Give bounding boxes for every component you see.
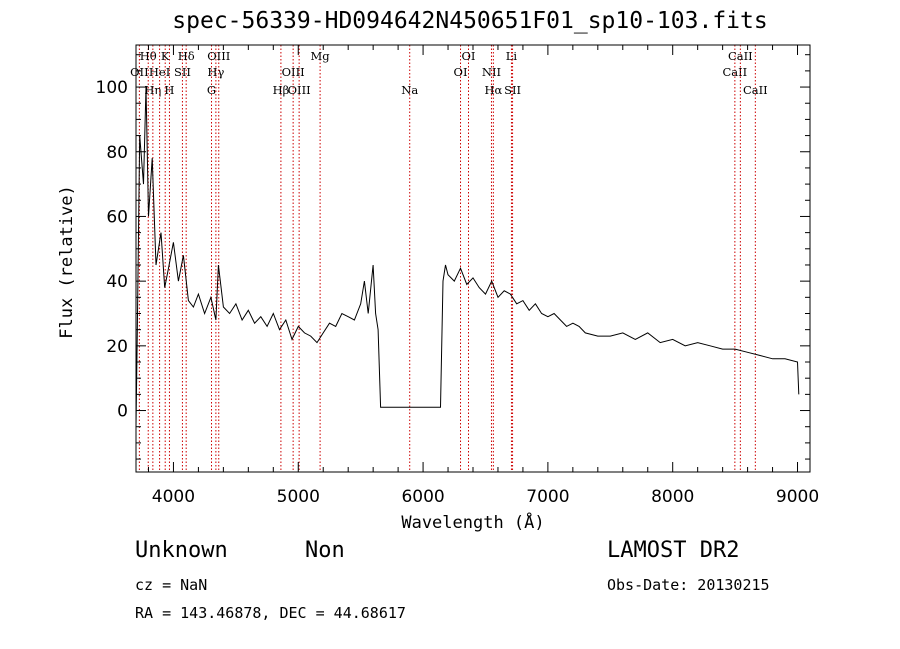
coordinates-label: RA = 143.46878, DEC = 44.68617 <box>135 604 406 622</box>
y-tick-label-3: 60 <box>106 207 128 227</box>
x-axis-ticks: 4000 5000 6000 7000 8000 9000 <box>147 45 819 507</box>
y-tick-label-2: 40 <box>106 272 128 292</box>
y-tick-label-1: 20 <box>106 337 128 357</box>
marker-label-7: Hδ <box>178 49 195 63</box>
survey-label: LAMOST DR2 <box>607 538 740 563</box>
flux-series <box>135 87 800 427</box>
marker-label-14: Mg <box>311 49 331 63</box>
marker-label-20: Li <box>506 49 518 63</box>
marker-label-15: Na <box>401 83 418 97</box>
series-line-0 <box>135 87 800 427</box>
x-tick-label-3: 7000 <box>526 487 569 507</box>
x-tick-label-1: 5000 <box>277 487 320 507</box>
x-tick-label-2: 6000 <box>401 487 444 507</box>
marker-label-10: OIII <box>207 49 230 63</box>
marker-label-21: SII <box>504 83 521 97</box>
marker-label-16: OI <box>454 65 468 79</box>
marker-label-18: NII <box>482 65 501 79</box>
y-tick-label-0: 0 <box>117 402 128 422</box>
marker-label-22: CaII <box>722 65 747 79</box>
marker-label-13: OIII <box>288 83 311 97</box>
marker-label-2: Hη <box>144 83 161 97</box>
plot-frame <box>135 44 811 473</box>
redshift-label: cz = NaN <box>135 576 208 594</box>
y-tick-label-4: 80 <box>106 143 128 163</box>
y-axis-label: Flux (relative) <box>57 185 77 339</box>
x-tick-label-4: 8000 <box>651 487 694 507</box>
x-axis-label: Wavelength (Å) <box>401 511 544 533</box>
marker-label-19: Hα <box>484 83 502 97</box>
marker-label-5: H <box>164 83 174 97</box>
y-tick-label-5: 100 <box>96 78 128 98</box>
x-tick-label-0: 4000 <box>152 487 195 507</box>
marker-label-4: K <box>161 49 170 63</box>
marker-label-8: G <box>207 83 216 97</box>
marker-label-24: CaII <box>743 83 768 97</box>
y-axis-ticks: 0 20 40 60 80 100 <box>96 54 810 460</box>
object-class-label: Unknown <box>135 538 228 563</box>
marker-label-3: HeI <box>149 65 170 79</box>
marker-label-0: OII <box>130 65 149 79</box>
obs-date-label: Obs-Date: 20130215 <box>607 576 770 594</box>
marker-label-11: Hβ <box>273 83 290 97</box>
marker-label-23: CaII <box>728 49 753 63</box>
marker-label-12: OIII <box>282 65 305 79</box>
marker-label-6: SII <box>174 65 191 79</box>
marker-label-17: OI <box>462 49 476 63</box>
marker-label-9: Hγ <box>207 65 224 79</box>
spectral-line-markers: OIIHθHηHeIKHSIIHδGHγOIIIHβOIIIOIIIMgNaOI… <box>130 45 768 472</box>
x-tick-label-5: 9000 <box>776 487 819 507</box>
object-subclass-label: Non <box>305 538 345 563</box>
page-title: spec-56339-HD094642N450651F01_sp10-103.f… <box>172 8 768 34</box>
marker-label-1: Hθ <box>140 49 157 63</box>
